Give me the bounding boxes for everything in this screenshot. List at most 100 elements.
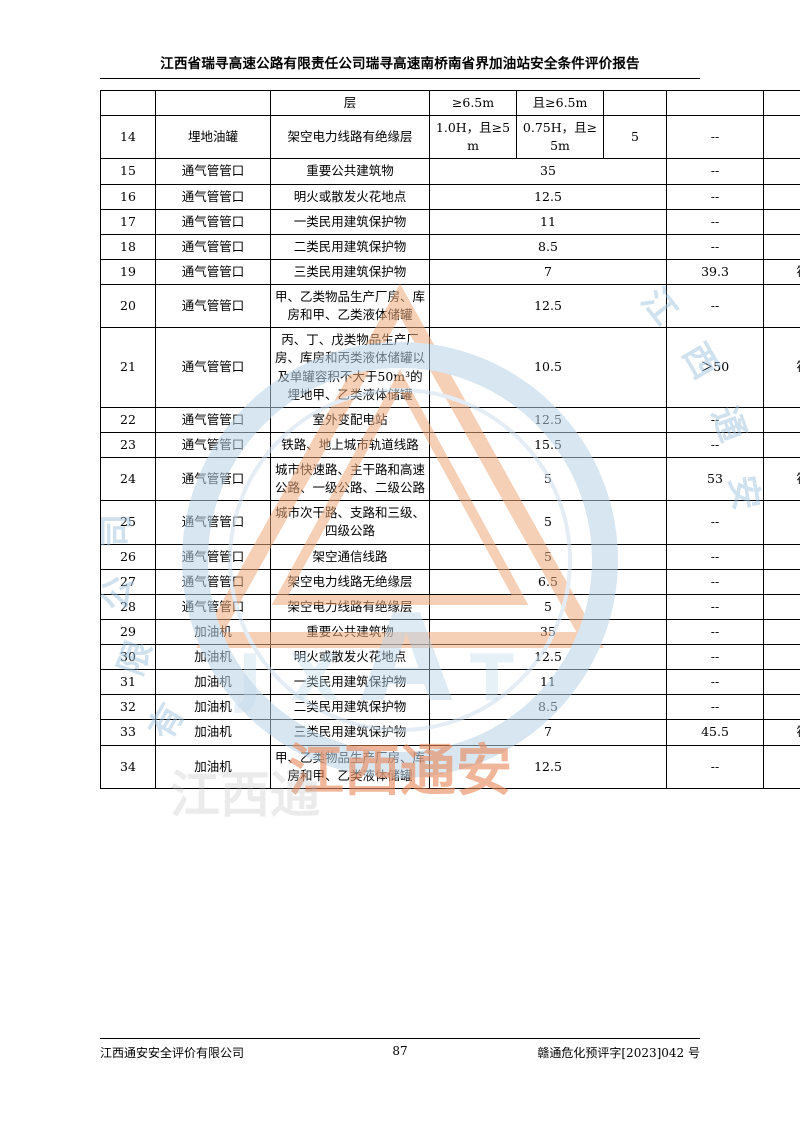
cell-target: 三类民用建筑保护物 xyxy=(270,258,430,286)
cell-result: 符合 xyxy=(763,327,800,408)
cell-actual: -- xyxy=(666,233,764,260)
cell-object xyxy=(155,89,271,117)
cell-no: 27 xyxy=(100,568,156,595)
cell-object: 加油机 xyxy=(155,643,271,671)
cell-result: -- xyxy=(763,431,800,459)
cell-actual: -- xyxy=(666,694,764,721)
cell-object: 通气管管口 xyxy=(155,258,271,286)
cell-result: -- xyxy=(763,694,800,721)
cell-target: 城市次干路、支路和三级、四级公路 xyxy=(270,500,430,545)
cell-requirement: 12.5 xyxy=(429,406,667,433)
page-footer: 江西通安安全评价有限公司 87 赣通危化预评字[2023]042 号 xyxy=(100,1044,700,1064)
cell-req-1: 1.0H，且≥5m xyxy=(429,115,517,160)
table-row: 15 通气管管口 重要公共建筑物 35 -- -- xyxy=(100,158,800,185)
table-row: 26 通气管管口 架空通信线路 5 -- -- xyxy=(100,543,800,570)
safety-distance-table: 层 ≥6.5m 且≥6.5m 14 埋地油罐 架空电力线路有绝缘层 1.0H，且… xyxy=(100,89,800,789)
cell-no: 20 xyxy=(100,283,156,329)
cell-result: – xyxy=(763,283,800,329)
table-row: 28 通气管管口 架空电力线路有绝缘层 5 -- -- xyxy=(100,593,800,620)
cell-no xyxy=(100,89,156,117)
cell-requirement: 6.5 xyxy=(429,568,667,595)
table-row: 24 通气管管口 城市快速路、主干路和高速公路、一级公路、二级公路 5 53 符… xyxy=(100,456,800,502)
cell-no: 16 xyxy=(100,183,156,210)
cell-requirement: 12.5 xyxy=(429,643,667,671)
table-row: 17 通气管管口 一类民用建筑保护物 11 -- -- xyxy=(100,208,800,235)
cell-actual: -- xyxy=(666,568,764,595)
cell-requirement: 11 xyxy=(429,208,667,235)
cell-target: 架空通信线路 xyxy=(270,543,430,570)
cell-object: 通气管管口 xyxy=(155,431,271,459)
cell-result: -- xyxy=(763,543,800,570)
footer-divider xyxy=(100,1038,700,1039)
cell-actual: -- xyxy=(666,283,764,329)
cell-no: 30 xyxy=(100,643,156,671)
header-divider xyxy=(100,78,700,79)
cell-requirement: 8.5 xyxy=(429,233,667,260)
cell-result: -- xyxy=(763,593,800,620)
cell-actual xyxy=(666,89,764,117)
cell-actual: -- xyxy=(666,431,764,459)
cell-no: 17 xyxy=(100,208,156,235)
table-row: 34 加油机 甲、乙类物品生产厂房、库房和甲、乙类液体储罐 12.5 -- – xyxy=(100,744,800,789)
cell-actual: -- xyxy=(666,115,764,160)
cell-no: 31 xyxy=(100,669,156,696)
cell-result: -- xyxy=(763,115,800,160)
cell-target: 架空电力线路有绝缘层 xyxy=(270,115,430,160)
cell-requirement: 15.5 xyxy=(429,431,667,459)
cell-actual: ＞50 xyxy=(666,327,764,408)
cell-actual: -- xyxy=(666,183,764,210)
table-row: 27 通气管管口 架空电力线路无绝缘层 6.5 -- -- xyxy=(100,568,800,595)
table-row: 29 加油机 重要公共建筑物 35 -- -- xyxy=(100,618,800,646)
cell-req-2: 且≥6.5m xyxy=(516,89,604,117)
cell-target: 二类民用建筑保护物 xyxy=(270,694,430,721)
table-row: 32 加油机 二类民用建筑保护物 8.5 -- -- xyxy=(100,694,800,721)
cell-no: 32 xyxy=(100,694,156,721)
safety-distance-table-wrap: 层 ≥6.5m 且≥6.5m 14 埋地油罐 架空电力线路有绝缘层 1.0H，且… xyxy=(100,89,800,789)
table-row: 23 通气管管口 铁路、地上城市轨道线路 15.5 -- -- xyxy=(100,431,800,459)
table-row: 14 埋地油罐 架空电力线路有绝缘层 1.0H，且≥5m 0.75H，且≥5m … xyxy=(100,115,800,160)
cell-target: 城市快速路、主干路和高速公路、一级公路、二级公路 xyxy=(270,456,430,502)
cell-result: -- xyxy=(763,669,800,696)
footer-company: 江西通安安全评价有限公司 xyxy=(100,1046,245,1060)
cell-req-3 xyxy=(603,89,667,117)
cell-object: 加油机 xyxy=(155,694,271,721)
cell-object: 加油机 xyxy=(155,669,271,696)
cell-target: 甲、乙类物品生产厂房、库房和甲、乙类液体储罐 xyxy=(270,283,430,329)
cell-object: 通气管管口 xyxy=(155,233,271,260)
cell-object: 通气管管口 xyxy=(155,208,271,235)
cell-requirement: 7 xyxy=(429,258,667,286)
cell-result: -- xyxy=(763,406,800,433)
cell-requirement: 12.5 xyxy=(429,283,667,329)
cell-result: -- xyxy=(763,208,800,235)
table-row: 19 通气管管口 三类民用建筑保护物 7 39.3 符合 xyxy=(100,258,800,286)
cell-result: 符合 xyxy=(763,258,800,286)
table-row: 33 加油机 三类民用建筑保护物 7 45.5 符合 xyxy=(100,719,800,746)
cell-object: 通气管管口 xyxy=(155,183,271,210)
page-header-title: 江西省瑞寻高速公路有限责任公司瑞寻高速南桥南省界加油站安全条件评价报告 xyxy=(160,56,640,72)
cell-no: 29 xyxy=(100,618,156,646)
cell-object: 加油机 xyxy=(155,719,271,746)
cell-actual: -- xyxy=(666,618,764,646)
cell-requirement: 5 xyxy=(429,456,667,502)
cell-no: 22 xyxy=(100,406,156,433)
cell-result: 符合 xyxy=(763,719,800,746)
cell-no: 33 xyxy=(100,719,156,746)
footer-doc-number: 赣通危化预评字[2023]042 号 xyxy=(537,1046,700,1060)
cell-target: 明火或散发火花地点 xyxy=(270,183,430,210)
cell-req-3: 5 xyxy=(603,115,667,160)
cell-requirement: 8.5 xyxy=(429,694,667,721)
cell-actual: -- xyxy=(666,744,764,789)
cell-actual: -- xyxy=(666,669,764,696)
cell-actual: 53 xyxy=(666,456,764,502)
cell-target: 丙、丁、戊类物品生产厂房、库房和丙类液体储罐以及单罐容积不大于50m³的埋地甲、… xyxy=(270,327,430,408)
cell-object: 埋地油罐 xyxy=(155,115,271,160)
cell-actual: -- xyxy=(666,406,764,433)
cell-requirement: 11 xyxy=(429,669,667,696)
table-row: 21 通气管管口 丙、丁、戊类物品生产厂房、库房和丙类液体储罐以及单罐容积不大于… xyxy=(100,327,800,408)
cell-actual: -- xyxy=(666,158,764,185)
cell-object: 加油机 xyxy=(155,618,271,646)
table-row: 22 通气管管口 室外变配电站 12.5 -- -- xyxy=(100,406,800,433)
table-row: 30 加油机 明火或散发火花地点 12.5 -- -- xyxy=(100,643,800,671)
cell-no: 21 xyxy=(100,327,156,408)
